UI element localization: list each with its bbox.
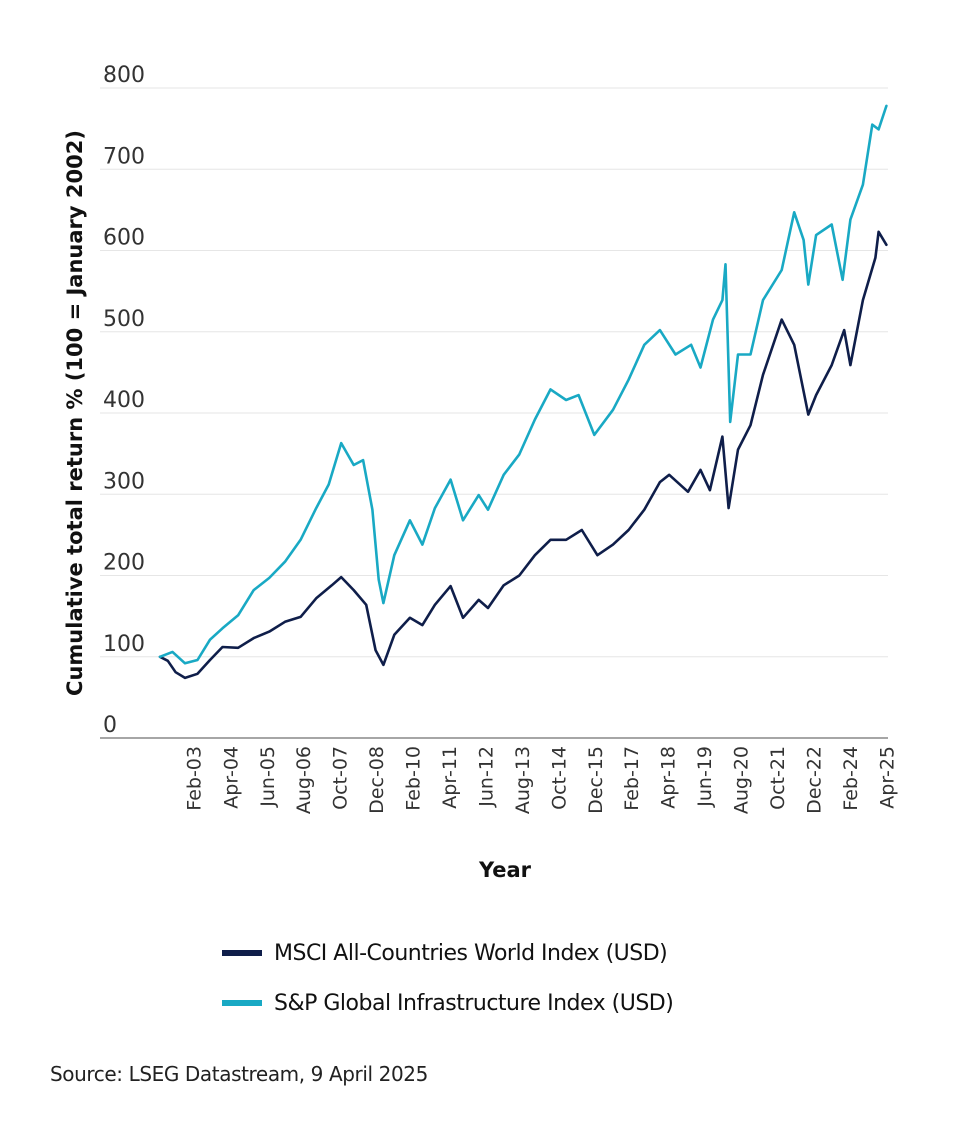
- y-axis-title: Cumulative total return % (100 = January…: [63, 130, 87, 696]
- x-tick-label: Feb-24: [840, 746, 862, 811]
- x-tick-label: Aug-13: [512, 746, 534, 814]
- y-tick-label: 100: [103, 632, 145, 657]
- y-axis-ticks: 0 100 200 300 400 500 600 700 800: [103, 63, 145, 738]
- legend-swatch-sp-infra: [222, 1000, 262, 1006]
- x-tick-label: Feb-03: [184, 746, 206, 811]
- y-tick-label: 0: [103, 713, 117, 738]
- y-tick-label: 300: [103, 469, 145, 494]
- x-tick-label: Oct-21: [767, 746, 789, 810]
- line-chart: 0 100 200 300 400 500 600 700 800 Feb-03 Apr-04 Ju…: [63, 63, 899, 882]
- x-tick-label: Dec-08: [366, 746, 388, 814]
- x-tick-label: Apr-18: [658, 746, 680, 809]
- series-line-msci: [158, 230, 888, 680]
- series-lines: [158, 104, 888, 680]
- legend-item-sp-infra: S&P Global Infrastructure Index (USD): [222, 978, 674, 1028]
- legend-item-msci: MSCI All-Countries World Index (USD): [222, 928, 673, 978]
- y-tick-label: 500: [103, 307, 145, 332]
- gridlines: [100, 87, 888, 658]
- x-tick-label: Dec-22: [804, 746, 826, 814]
- legend-label-msci: MSCI All-Countries World Index (USD): [274, 940, 668, 966]
- y-tick-label: 600: [103, 226, 145, 251]
- x-tick-label: Apr-25: [876, 746, 898, 809]
- x-tick-label: Feb-17: [621, 746, 643, 811]
- series-line-sp-infra: [158, 104, 888, 665]
- x-tick-label: Apr-11: [439, 746, 461, 809]
- y-tick-label: 200: [103, 551, 145, 576]
- x-tick-label: Oct-14: [548, 746, 570, 810]
- x-axis-ticks: Feb-03 Apr-04 Jun-05 Aug-06 Oct-07 Dec-08 Feb-…: [184, 746, 899, 814]
- x-tick-label: Oct-07: [330, 746, 352, 810]
- y-tick-label: 700: [103, 144, 145, 169]
- y-tick-label: 400: [103, 388, 145, 413]
- x-tick-label: Aug-20: [730, 746, 752, 814]
- x-tick-label: Jun-12: [476, 746, 498, 808]
- source-note: Source: LSEG Datastream, 9 April 2025: [50, 1062, 428, 1086]
- legend-swatch-msci: [222, 950, 262, 956]
- x-tick-label: Jun-05: [257, 746, 279, 808]
- x-tick-label: Feb-10: [402, 746, 424, 811]
- legend: MSCI All-Countries World Index (USD) S&P…: [222, 928, 674, 1028]
- x-tick-label: Jun-19: [694, 746, 716, 808]
- legend-label-sp-infra: S&P Global Infrastructure Index (USD): [274, 990, 674, 1016]
- y-tick-label: 800: [103, 63, 145, 88]
- x-axis-title: Year: [478, 858, 532, 882]
- x-tick-label: Apr-04: [220, 746, 242, 809]
- x-tick-label: Dec-15: [585, 746, 607, 814]
- x-tick-label: Aug-06: [293, 746, 315, 814]
